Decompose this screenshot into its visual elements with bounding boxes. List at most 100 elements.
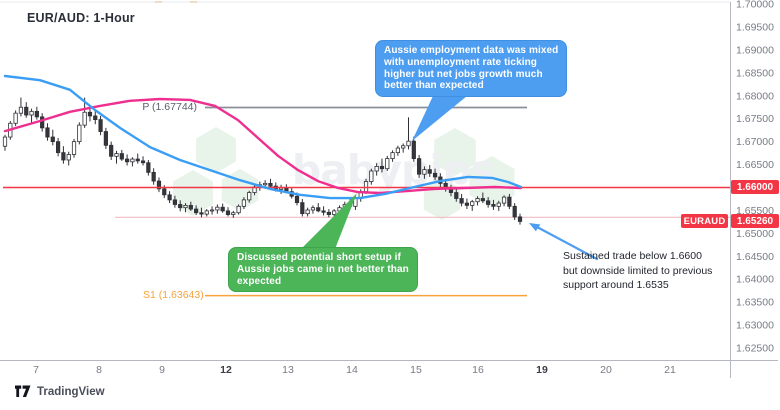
price-tick-label: 1.64500 <box>736 251 774 263</box>
candle-up <box>401 145 406 149</box>
time-tick-label: 12 <box>220 364 232 376</box>
time-tick-label: 16 <box>472 364 484 376</box>
candle-up <box>501 196 507 204</box>
note-line: Sustained trade below 1.6600 <box>563 250 702 262</box>
candle-up <box>263 182 268 186</box>
time-tick-label: 15 <box>410 364 422 376</box>
candle-up <box>204 210 209 215</box>
employment-data-callout[interactable]: Aussie employment data was mixed with un… <box>375 40 568 98</box>
price-axis[interactable]: 1.70000 1.69500 1.69000 1.68500 1.68000 1.675… <box>736 0 774 355</box>
candle-down <box>87 111 93 117</box>
time-tick-label: 14 <box>346 364 358 376</box>
candle-down <box>199 212 204 215</box>
candle-up <box>236 205 241 214</box>
price-tick-label: 1.67500 <box>736 113 774 125</box>
price-tick-label: 1.67000 <box>736 136 774 148</box>
analysis-note[interactable]: Sustained trade below 1.6600 but downsid… <box>563 249 712 293</box>
candle-down <box>151 171 156 182</box>
candle-down <box>146 162 151 173</box>
candle-down <box>172 199 177 205</box>
s1-level-label: S1 (1.63643) <box>143 289 204 301</box>
candle-up <box>406 140 411 147</box>
candle-down <box>188 204 193 210</box>
callout-line: higher but net jobs growth much <box>384 68 543 80</box>
chart-title: EUR/AUD: 1-Hour <box>27 11 135 25</box>
candle-up <box>114 153 119 157</box>
candle-down <box>119 153 124 160</box>
candle-up <box>82 111 87 126</box>
candle-up <box>374 165 379 172</box>
candle-up <box>475 198 480 203</box>
tradingview-logo-text: TradingView <box>37 385 105 398</box>
time-tick-label: 20 <box>600 364 612 376</box>
candle-down <box>294 195 300 204</box>
candle-up <box>13 112 18 124</box>
candle-down <box>24 106 29 116</box>
price-tick-label: 1.69500 <box>736 22 774 34</box>
candle-up <box>18 106 24 114</box>
candle-down <box>156 180 162 190</box>
time-tick-label: 8 <box>96 364 102 376</box>
candle-down <box>411 140 416 159</box>
callout-tails <box>301 96 467 249</box>
pointer-arrow[interactable] <box>529 223 599 261</box>
hexagon <box>434 128 476 176</box>
ma-blue <box>3 74 523 200</box>
candle-up <box>130 158 135 163</box>
arrow-shaft <box>535 225 599 261</box>
callout-line: Aussie employment data was mixed <box>384 45 559 56</box>
price-tick-label: 1.68500 <box>736 67 774 79</box>
time-tick-label: 19 <box>536 364 548 376</box>
candle-down <box>427 169 432 174</box>
tradingview-logo[interactable]: TradingView <box>14 384 105 399</box>
candle-down <box>459 198 464 204</box>
callout-line: with unemployment rate ticking <box>384 56 538 68</box>
note-line: but downside limited to previous <box>563 264 713 277</box>
moving-averages <box>3 74 523 200</box>
candle-up <box>77 124 82 143</box>
candle-down <box>125 158 130 163</box>
candle-down <box>268 182 273 187</box>
candle-up <box>332 210 337 215</box>
pivot-level-label: P (1.67744) <box>142 101 197 113</box>
hexagon <box>173 170 213 216</box>
price-tick-label: 1.69000 <box>736 44 774 56</box>
candle-down <box>103 131 108 146</box>
candle-up <box>231 212 236 215</box>
candle-down <box>316 207 321 212</box>
price-tick-label: 1.63000 <box>736 320 774 332</box>
price-tick-label: 1.70000 <box>736 0 774 11</box>
candle-down <box>93 115 98 121</box>
symbol-badge: EURAUD <box>681 214 728 228</box>
time-tick-label: 7 <box>33 364 39 376</box>
candle-down <box>432 172 438 178</box>
candle-down <box>326 211 331 215</box>
callout-line: better than expected <box>384 80 484 92</box>
candle-down <box>417 158 422 175</box>
price-tick-label: 1.63500 <box>736 297 774 309</box>
time-tick-label: 21 <box>664 364 676 376</box>
candle-down <box>517 216 523 222</box>
candle-up <box>422 169 427 175</box>
candle-up <box>390 152 395 159</box>
candle-up <box>305 209 310 215</box>
candle-down <box>50 136 55 143</box>
candle-down <box>464 202 470 206</box>
candle-up <box>2 136 8 147</box>
candle-down <box>98 119 103 132</box>
candle-down <box>321 210 326 213</box>
time-axis[interactable]: 7 8 9 12 13 14 15 16 19 20 21 <box>33 364 676 376</box>
short-setup-callout[interactable]: Discussed potential short setup if Aussi… <box>228 247 418 293</box>
chart-frame <box>0 1 778 378</box>
babypips-hexagon-watermark <box>173 127 515 220</box>
hexagon <box>196 127 236 173</box>
candle-down <box>486 200 491 205</box>
last-price-badge: 1.65260 <box>731 214 779 228</box>
candle-down <box>512 205 517 218</box>
candle-down <box>109 144 114 157</box>
candlesticks <box>2 97 523 225</box>
price-tick-label: 1.64000 <box>736 274 774 286</box>
callout-line: Discussed potential short setup if <box>237 252 401 263</box>
